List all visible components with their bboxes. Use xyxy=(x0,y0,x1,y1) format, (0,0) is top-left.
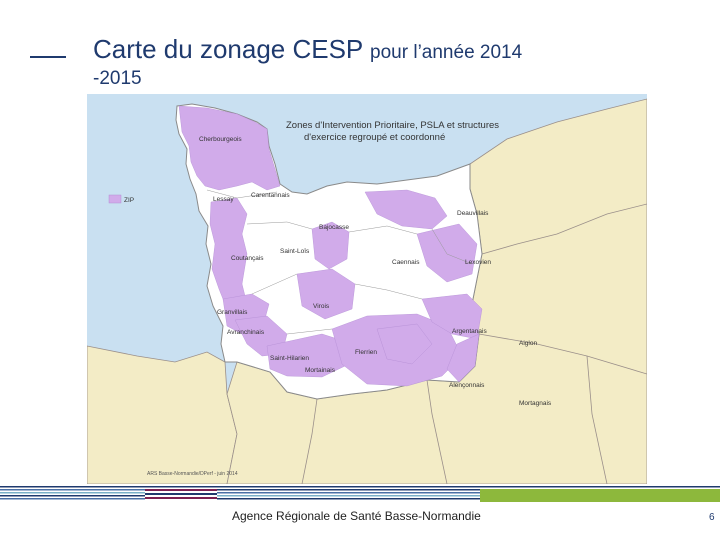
area-label: Alençonnais xyxy=(449,382,485,389)
land-brittany xyxy=(87,345,238,484)
area-label: Lexovien xyxy=(465,259,491,266)
area-label: Avranchinais xyxy=(227,329,265,336)
footer-stripes xyxy=(0,486,720,502)
area-label: Cherbourgeois xyxy=(199,136,242,143)
area-label: Argentanais xyxy=(452,328,487,335)
slide-title-rest: pour l’année 2014 xyxy=(370,42,523,63)
legend-zip-swatch xyxy=(108,194,122,204)
map-canvas: ZIP Zones d'Intervention Prioritaire, PS… xyxy=(87,94,647,484)
area-label: Flerrien xyxy=(355,349,377,356)
footer-organization: Agence Régionale de Santé Basse-Normandi… xyxy=(232,509,481,523)
area-labels: Cherbourgeois Carentannais Lessay Bajoca… xyxy=(199,136,552,407)
area-label: Caennais xyxy=(392,259,420,266)
zip-lexovien xyxy=(416,223,478,283)
slide-title-main: Carte du zonage CESP xyxy=(93,34,363,64)
slide-title-line2: -2015 xyxy=(93,68,142,89)
area-label: Bajocasse xyxy=(319,224,349,231)
slide-title: Carte du zonage CESP pour l’année 2014 xyxy=(93,34,522,65)
area-label: Saint-Hilarien xyxy=(270,355,309,362)
page-number: 6 xyxy=(709,512,715,523)
map-title-line1: Zones d'Intervention Prioritaire, PSLA e… xyxy=(286,120,499,131)
map-title-line2: d'exercice regroupé et coordonné xyxy=(304,132,445,143)
zip-virois xyxy=(296,268,356,320)
area-label: Carentannais xyxy=(251,192,290,199)
area-label: Coutançais xyxy=(231,255,264,262)
zip-bajocasse xyxy=(311,221,350,270)
area-label: Deauvillais xyxy=(457,210,489,217)
area-label: Aiglon xyxy=(519,340,537,347)
map-credit: ARS Basse-Normandie/DPerf - juin 2014 xyxy=(147,471,238,477)
zonage-map: ZIP Zones d'Intervention Prioritaire, PS… xyxy=(87,94,647,484)
area-label: Lessay xyxy=(213,196,234,203)
zip-alenconnais xyxy=(376,323,433,365)
zip-caennais xyxy=(364,189,448,230)
legend-zip-label: ZIP xyxy=(124,197,134,204)
title-accent-line xyxy=(30,56,66,58)
area-label: Virois xyxy=(313,303,330,310)
neighbour-borders xyxy=(301,203,647,484)
zip-mortagnais xyxy=(446,333,480,383)
area-label: Granvillais xyxy=(217,309,248,316)
area-label: Mortainais xyxy=(305,367,336,374)
zip-mortainais xyxy=(266,333,348,378)
zip-zones xyxy=(178,105,483,387)
zip-cherbourgeois xyxy=(178,105,281,191)
canton-borders xyxy=(206,189,473,335)
area-label: Mortagnais xyxy=(519,400,552,407)
area-label: Saint-Loîs xyxy=(280,248,310,255)
